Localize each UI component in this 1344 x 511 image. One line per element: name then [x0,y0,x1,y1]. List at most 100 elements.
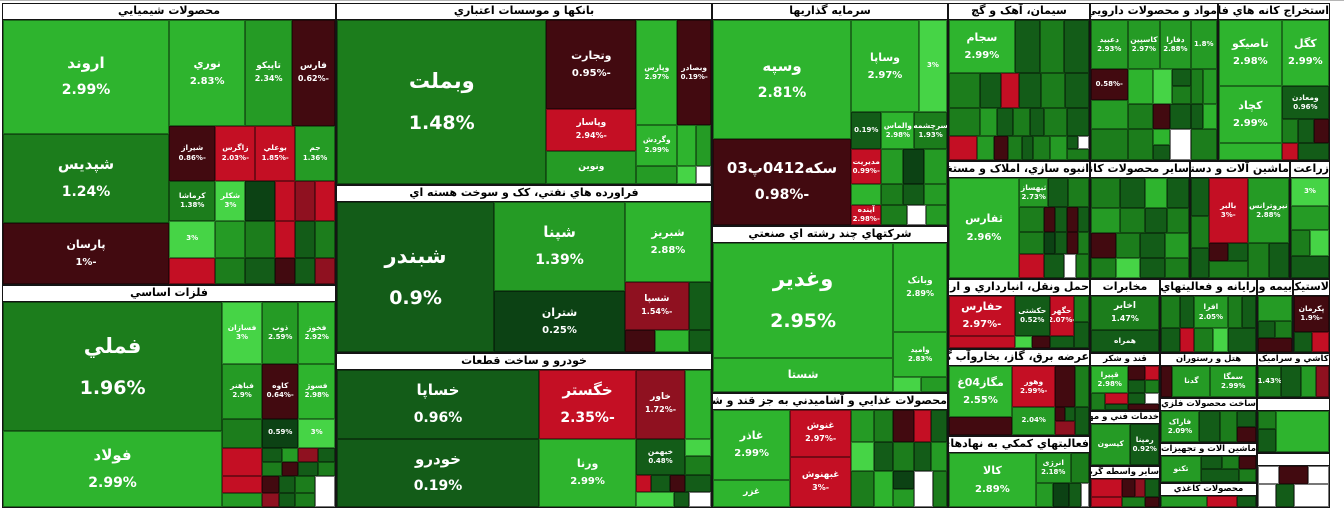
treemap-tile[interactable] [1091,178,1121,208]
treemap-tile[interactable] [1076,254,1089,278]
treemap-tile[interactable] [1115,258,1140,278]
treemap-tile[interactable]: وپارس 2.97% [636,20,678,125]
treemap-tile[interactable] [1313,119,1329,144]
treemap-tile[interactable]: وبانک 2.89% [893,243,947,333]
treemap-tile[interactable] [1128,366,1146,381]
treemap-tile[interactable] [654,329,689,352]
treemap-tile[interactable]: سجام 2.99% [949,20,1015,74]
treemap-tile[interactable]: غنوش -2.97% [790,410,852,457]
treemap-tile[interactable]: خبهمن 0.48% [636,438,685,476]
treemap-tile[interactable]: ذوب 2.59% [261,302,299,364]
treemap-tile[interactable]: شیراز -0.86% [169,125,216,182]
treemap-tile[interactable] [1030,108,1045,137]
treemap-tile[interactable] [1291,256,1329,278]
treemap-tile[interactable] [278,476,296,493]
treemap-tile[interactable]: سکه0412پ03 -0.98% [713,138,852,225]
treemap-tile[interactable] [1091,208,1121,233]
treemap-tile[interactable] [1031,335,1050,348]
treemap-tile[interactable] [1237,496,1256,507]
treemap-tile[interactable] [696,124,711,166]
treemap-tile[interactable] [996,108,1014,137]
treemap-tile[interactable]: بوعلي -1.85% [255,125,296,182]
treemap-tile[interactable]: کرماشا 1.38% [169,181,216,221]
treemap-tile[interactable] [1033,136,1050,160]
treemap-tile[interactable]: انرژی 2.18% [1035,453,1071,483]
treemap-tile[interactable] [1127,104,1153,130]
treemap-tile[interactable] [1104,393,1129,404]
treemap-tile[interactable] [1152,129,1171,145]
treemap-tile[interactable] [261,492,279,507]
treemap-tile[interactable] [318,461,335,477]
treemap-tile[interactable] [1065,73,1089,109]
treemap-tile[interactable]: وبملت 1.48% [337,20,547,184]
treemap-tile[interactable] [1161,328,1180,352]
treemap-tile[interactable] [1275,321,1292,338]
treemap-tile[interactable]: شتران 0.25% [494,290,625,352]
treemap-tile[interactable] [281,461,299,477]
treemap-tile[interactable] [914,410,931,442]
treemap-tile[interactable]: تکنو [1161,456,1201,482]
treemap-tile[interactable]: فخوز 2.92% [298,302,335,364]
treemap-tile[interactable] [1219,411,1237,442]
treemap-tile[interactable] [1171,85,1191,104]
treemap-tile[interactable] [1219,143,1282,160]
treemap-tile[interactable] [1014,335,1032,348]
treemap-tile[interactable] [874,471,894,507]
treemap-tile[interactable]: اخابر 1.47% [1091,296,1159,330]
treemap-tile[interactable] [1190,129,1217,160]
treemap-tile[interactable]: حفارس -2.97% [949,296,1015,336]
treemap-tile[interactable] [1191,178,1209,216]
treemap-tile[interactable] [1191,248,1209,278]
treemap-tile[interactable] [1247,243,1270,278]
treemap-tile[interactable] [1066,136,1078,149]
treemap-tile[interactable] [1298,143,1329,160]
treemap-tile[interactable] [318,447,335,462]
treemap-tile[interactable] [1170,129,1191,160]
treemap-tile[interactable]: شسپا -1.54% [624,281,689,330]
treemap-tile[interactable] [1077,232,1089,254]
treemap-tile[interactable]: اروند 2.99% [3,20,169,134]
treemap-tile[interactable] [315,220,335,258]
treemap-tile[interactable] [1145,479,1159,498]
treemap-tile[interactable]: نوري 2.83% [169,20,246,126]
treemap-tile[interactable]: 3% [169,220,216,258]
treemap-tile[interactable]: حگهر-2.07% [1049,296,1074,336]
treemap-tile[interactable] [295,492,316,507]
treemap-tile[interactable] [1014,20,1040,74]
treemap-tile[interactable] [902,149,924,184]
treemap-tile[interactable] [923,149,947,184]
treemap-tile[interactable]: وهور -2.99% [1012,366,1056,408]
treemap-tile[interactable] [993,136,1008,160]
treemap-tile[interactable]: کاوه -0.64% [261,363,299,419]
treemap-tile[interactable] [1279,466,1308,485]
treemap-tile[interactable] [893,410,915,442]
treemap-tile[interactable]: ورنا 2.99% [538,438,637,507]
treemap-tile[interactable] [1073,322,1089,348]
treemap-tile[interactable] [1170,104,1191,130]
treemap-tile[interactable] [295,220,316,258]
treemap-tile[interactable] [1055,232,1067,254]
treemap-tile[interactable] [1091,129,1128,160]
treemap-tile[interactable] [1115,233,1140,258]
treemap-tile[interactable] [1275,484,1294,507]
treemap-tile[interactable] [1077,207,1089,232]
treemap-tile[interactable] [893,471,915,489]
treemap-tile[interactable] [1191,216,1209,248]
treemap-tile[interactable] [1291,230,1310,256]
treemap-tile[interactable] [1298,119,1314,144]
treemap-tile[interactable]: سمگا 2.99% [1210,366,1256,397]
treemap-tile[interactable] [215,257,246,284]
treemap-tile[interactable] [1140,233,1165,258]
treemap-tile[interactable] [874,410,894,442]
treemap-tile[interactable] [1237,411,1256,427]
treemap-tile[interactable]: شکلر 3% [215,181,246,221]
treemap-tile[interactable] [1070,453,1089,483]
treemap-tile[interactable]: وامید 2.83% [893,332,947,378]
treemap-tile[interactable] [1258,411,1277,430]
treemap-tile[interactable]: کاسپین 2.97% [1127,20,1161,69]
treemap-tile[interactable] [1091,479,1122,498]
treemap-tile[interactable]: بالبر -3% [1208,178,1248,243]
treemap-tile[interactable]: وسپه 2.81% [713,20,852,139]
treemap-tile[interactable]: فباهنر 2.9% [222,363,262,419]
treemap-tile[interactable] [1311,332,1329,352]
